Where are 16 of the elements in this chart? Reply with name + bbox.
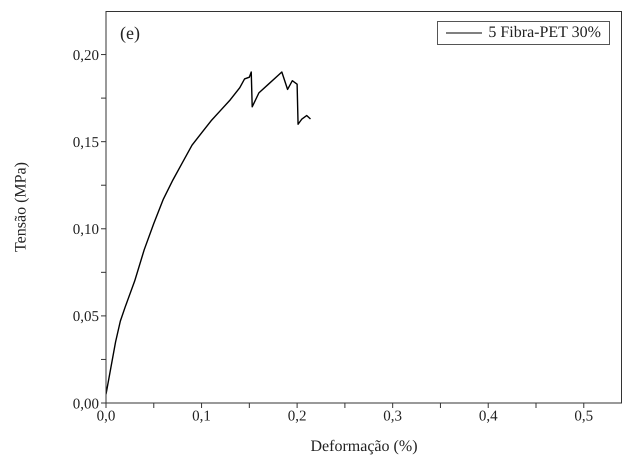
line-series <box>106 71 312 395</box>
y-tick-label: 0,05 <box>72 309 99 326</box>
x-tick-label: 0,5 <box>574 408 594 425</box>
y-tick-label: 0,15 <box>72 134 99 151</box>
x-tick-label: 0,2 <box>288 408 306 425</box>
x-tick-label: 0,4 <box>478 408 498 425</box>
y-tick-label: 0,10 <box>72 222 99 238</box>
x-tick-label: 0,3 <box>383 408 402 425</box>
x-tick-label: 0,0 <box>96 408 116 425</box>
x-tick-label: 0,1 <box>192 408 211 425</box>
y-tick-label: 0,00 <box>72 396 99 412</box>
legend-label: 5 Fibra-PET 30% <box>488 24 601 42</box>
annotation: (e) <box>120 23 140 44</box>
y-tick-label: 0,20 <box>72 48 99 64</box>
x-axis-title: Deformação (%) <box>310 438 418 455</box>
y-axis-title: Tensão (MPa) <box>12 162 30 252</box>
